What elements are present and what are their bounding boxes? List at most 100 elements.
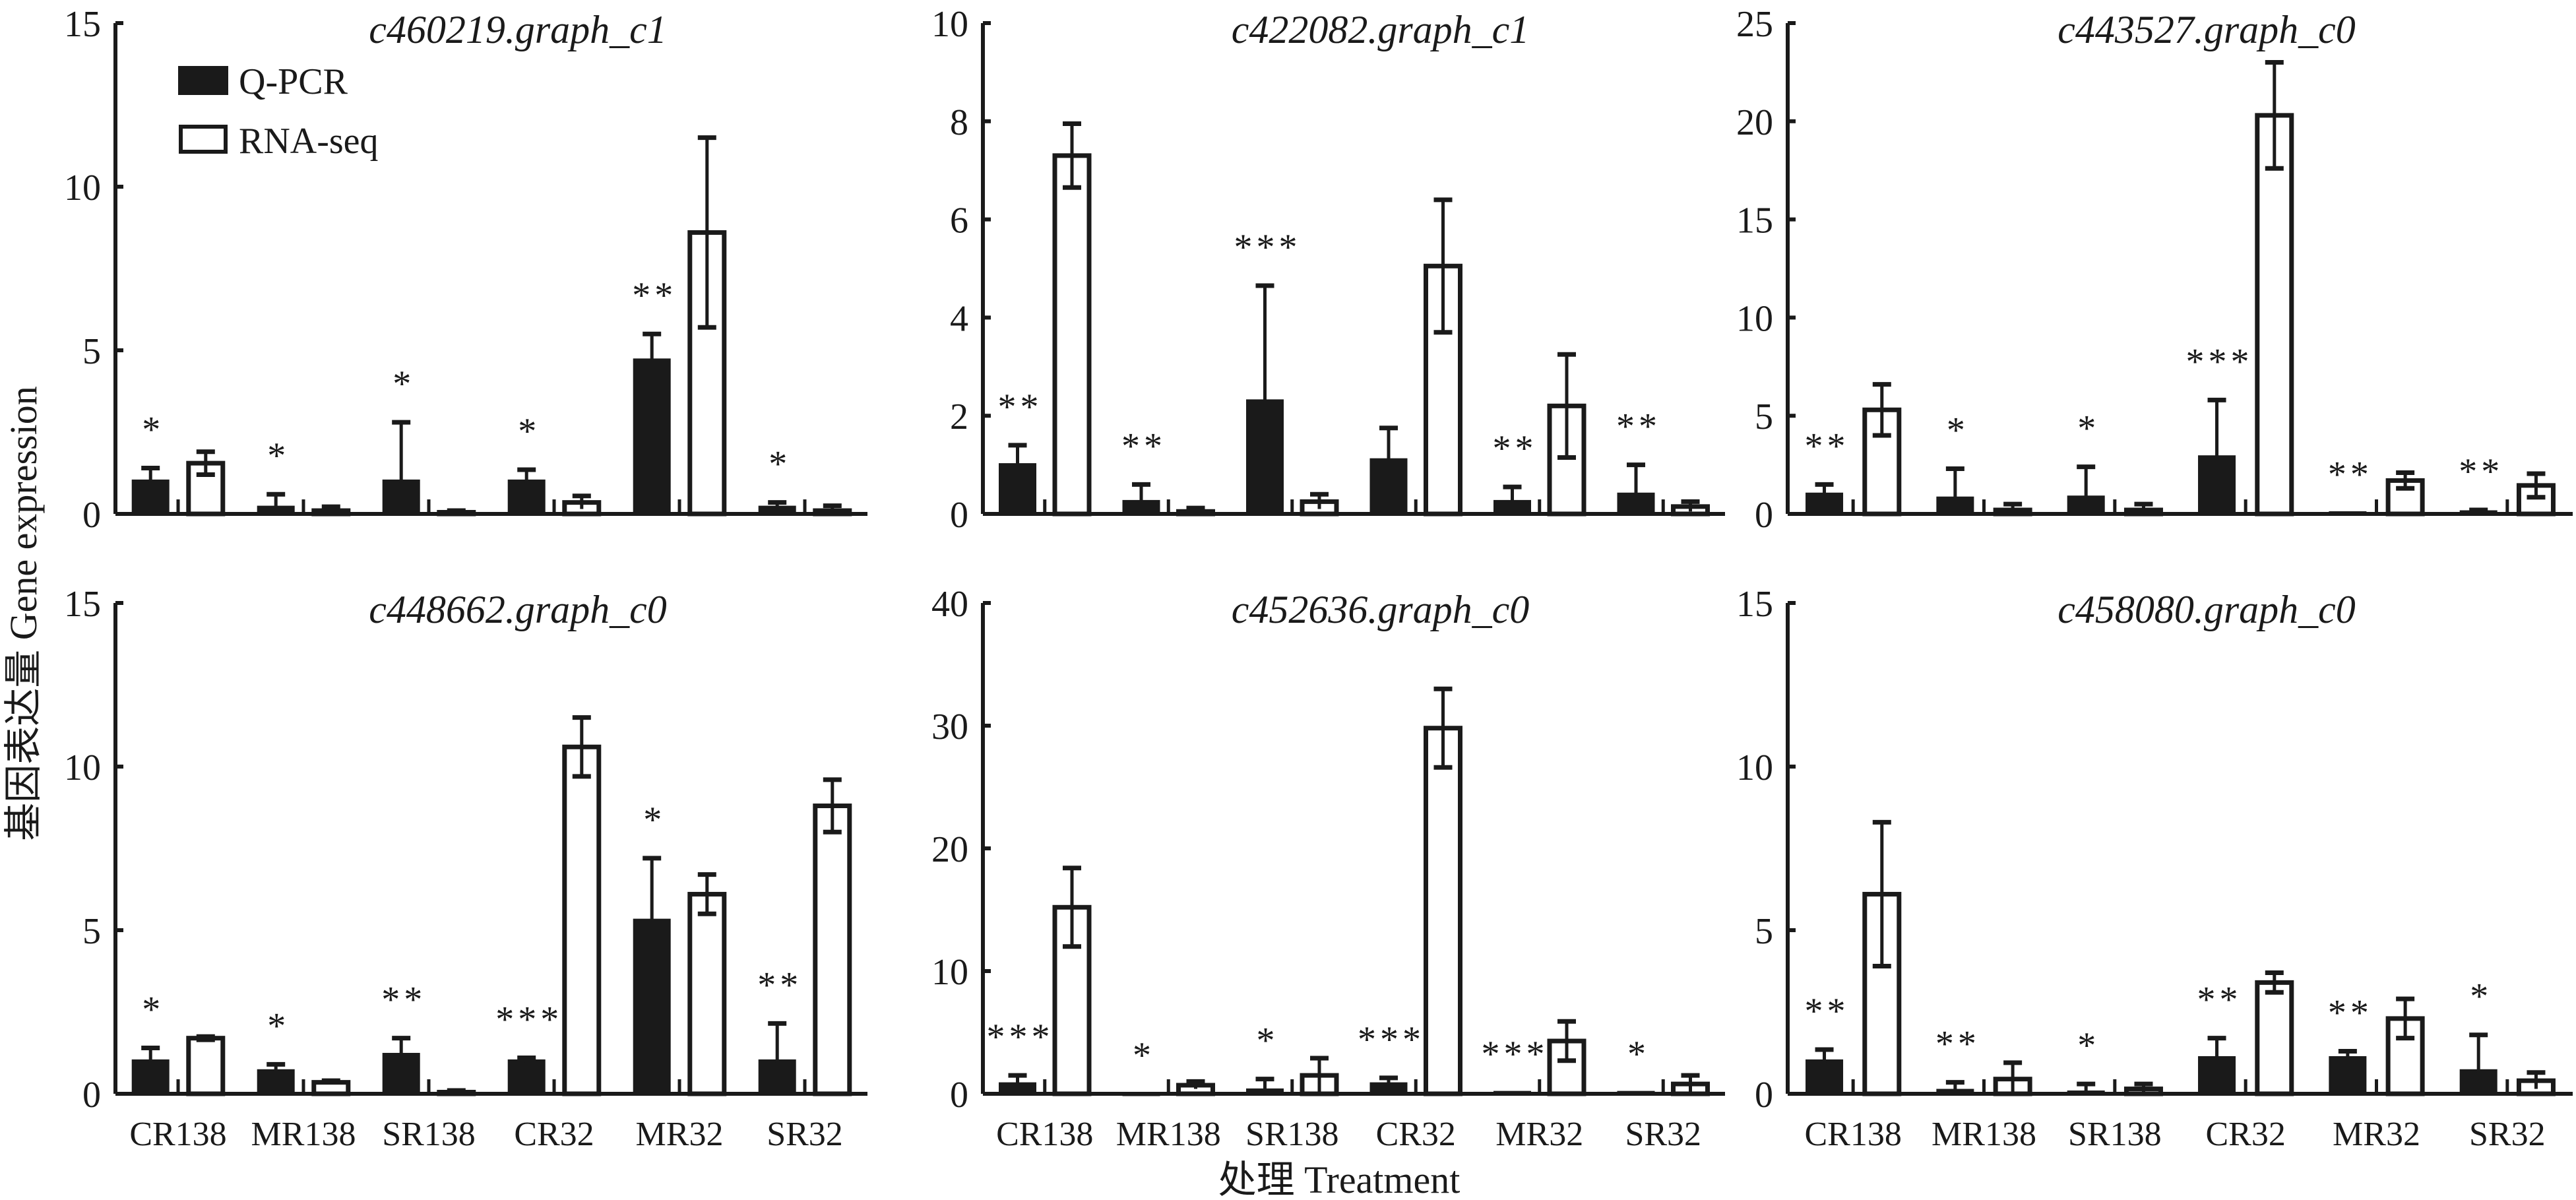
y-tick-label: 10 — [931, 4, 968, 45]
bar-rnaseq-SR32 — [813, 804, 852, 1096]
category-label: SR138 — [1245, 1116, 1339, 1153]
y-tick-label: 5 — [1755, 396, 1773, 437]
panel-title: c448662.graph_c0 — [369, 588, 667, 631]
significance-mark: ** — [2328, 455, 2373, 495]
significance-mark: ** — [1121, 426, 1166, 466]
significance-mark: * — [1947, 410, 1969, 451]
y-tick-label: 15 — [64, 584, 101, 625]
y-tick-label: 10 — [931, 952, 968, 993]
x-axis-label: 处理 Treatment — [1218, 1158, 1461, 1200]
category-label: CR138 — [996, 1116, 1093, 1153]
y-tick-label: 20 — [931, 829, 968, 870]
y-tick-label: 4 — [950, 298, 968, 339]
significance-mark: ** — [381, 980, 426, 1021]
significance-mark: * — [267, 435, 290, 476]
bar-rnaseq-CR138 — [1862, 891, 1902, 1096]
panel-title: c443527.graph_c0 — [2058, 8, 2356, 51]
significance-mark: * — [1133, 1035, 1155, 1076]
significance-mark: ** — [632, 275, 677, 316]
y-tick-label: 30 — [931, 707, 968, 747]
y-tick-label: 0 — [1755, 495, 1773, 536]
bar-rnaseq-CR138 — [1052, 153, 1092, 517]
significance-mark: *** — [1234, 227, 1302, 268]
significance-mark: ** — [2328, 993, 2373, 1034]
bar-qpcr-MR32 — [2329, 511, 2367, 516]
significance-mark: * — [2470, 976, 2492, 1017]
significance-mark: *** — [2186, 341, 2253, 382]
significance-mark: * — [267, 1005, 290, 1046]
y-tick-label: 15 — [1736, 584, 1773, 625]
y-tick-label: 0 — [950, 1075, 968, 1116]
significance-mark: *** — [987, 1017, 1054, 1058]
significance-mark: *** — [1482, 1034, 1549, 1075]
y-tick-label: 10 — [1736, 298, 1773, 339]
y-tick-label: 5 — [82, 911, 101, 952]
significance-mark: * — [2077, 408, 2100, 449]
legend-label-qpcr: Q-PCR — [239, 61, 348, 102]
significance-mark: ** — [2459, 451, 2503, 492]
category-label: MR138 — [251, 1116, 356, 1153]
significance-mark: * — [142, 990, 164, 1030]
significance-mark: * — [2077, 1025, 2100, 1066]
y-tick-label: 0 — [950, 495, 968, 536]
bar-qpcr-MR32 — [1493, 1090, 1531, 1096]
y-tick-label: 10 — [64, 747, 101, 788]
y-tick-label: 0 — [82, 495, 101, 536]
panel-title: c452636.graph_c0 — [1232, 588, 1530, 631]
significance-mark: ** — [1935, 1024, 1980, 1065]
y-tick-label: 25 — [1736, 4, 1773, 45]
category-label: MR32 — [1495, 1116, 1583, 1153]
y-tick-label: 0 — [82, 1075, 101, 1116]
bar-rnaseq-CR138 — [186, 1036, 226, 1096]
significance-mark: * — [1627, 1034, 1650, 1075]
panel-c452636.graph_c0: 0 10 20 30 40 c452636.graph_c0 *** CR138 * MR138 *… — [931, 584, 1725, 1153]
significance-mark: * — [393, 363, 415, 404]
significance-mark: * — [643, 800, 666, 840]
panel-title: c460219.graph_c1 — [369, 8, 667, 51]
significance-mark: ** — [1805, 426, 1850, 466]
category-label: MR138 — [1932, 1116, 2036, 1153]
significance-mark: * — [769, 444, 791, 485]
category-label: MR32 — [2333, 1116, 2420, 1153]
category-label: CR138 — [1804, 1116, 1901, 1153]
category-label: CR32 — [1376, 1116, 1456, 1153]
bar-rnaseq-CR32 — [2255, 113, 2294, 517]
significance-mark: ** — [757, 964, 802, 1005]
panel-title: c422082.graph_c1 — [1232, 8, 1530, 51]
legend-label-rnaseq: RNA-seq — [239, 121, 379, 162]
significance-mark: *** — [1358, 1019, 1425, 1060]
y-tick-label: 5 — [1755, 911, 1773, 952]
bar-qpcr-CR32 — [507, 1059, 546, 1096]
significance-mark: ** — [1805, 991, 1850, 1032]
significance-mark: * — [1257, 1021, 1279, 1061]
category-label: CR32 — [2205, 1116, 2285, 1153]
bar-rnaseq-CR32 — [2255, 980, 2294, 1096]
category-label: SR32 — [1625, 1116, 1701, 1153]
y-tick-label: 15 — [64, 4, 101, 45]
y-tick-label: 8 — [950, 102, 968, 143]
significance-mark: ** — [2197, 980, 2242, 1021]
panel-title: c458080.graph_c0 — [2058, 588, 2356, 631]
y-tick-label: 10 — [1736, 747, 1773, 788]
category-label: CR138 — [129, 1116, 226, 1153]
category-label: SR32 — [2469, 1116, 2546, 1153]
bar-rnaseq-CR32 — [1424, 726, 1462, 1096]
y-tick-label: 15 — [1736, 201, 1773, 241]
significance-mark: *** — [495, 999, 563, 1040]
category-label: SR138 — [382, 1116, 476, 1153]
significance-mark: ** — [998, 387, 1043, 427]
legend-swatch-rnaseq — [179, 125, 228, 154]
significance-mark: ** — [1616, 406, 1661, 447]
y-tick-label: 10 — [64, 168, 101, 208]
panel-c448662.graph_c0: 0 5 10 15 c448662.graph_c0 * CR138 * MR138 ** SR13… — [64, 584, 867, 1153]
y-tick-label: 2 — [950, 396, 968, 437]
bar-rnaseq-MR138 — [311, 1080, 351, 1096]
y-tick-label: 5 — [82, 331, 101, 372]
category-label: SR138 — [2068, 1116, 2162, 1153]
significance-mark: * — [518, 411, 540, 452]
category-label: MR32 — [636, 1116, 724, 1153]
